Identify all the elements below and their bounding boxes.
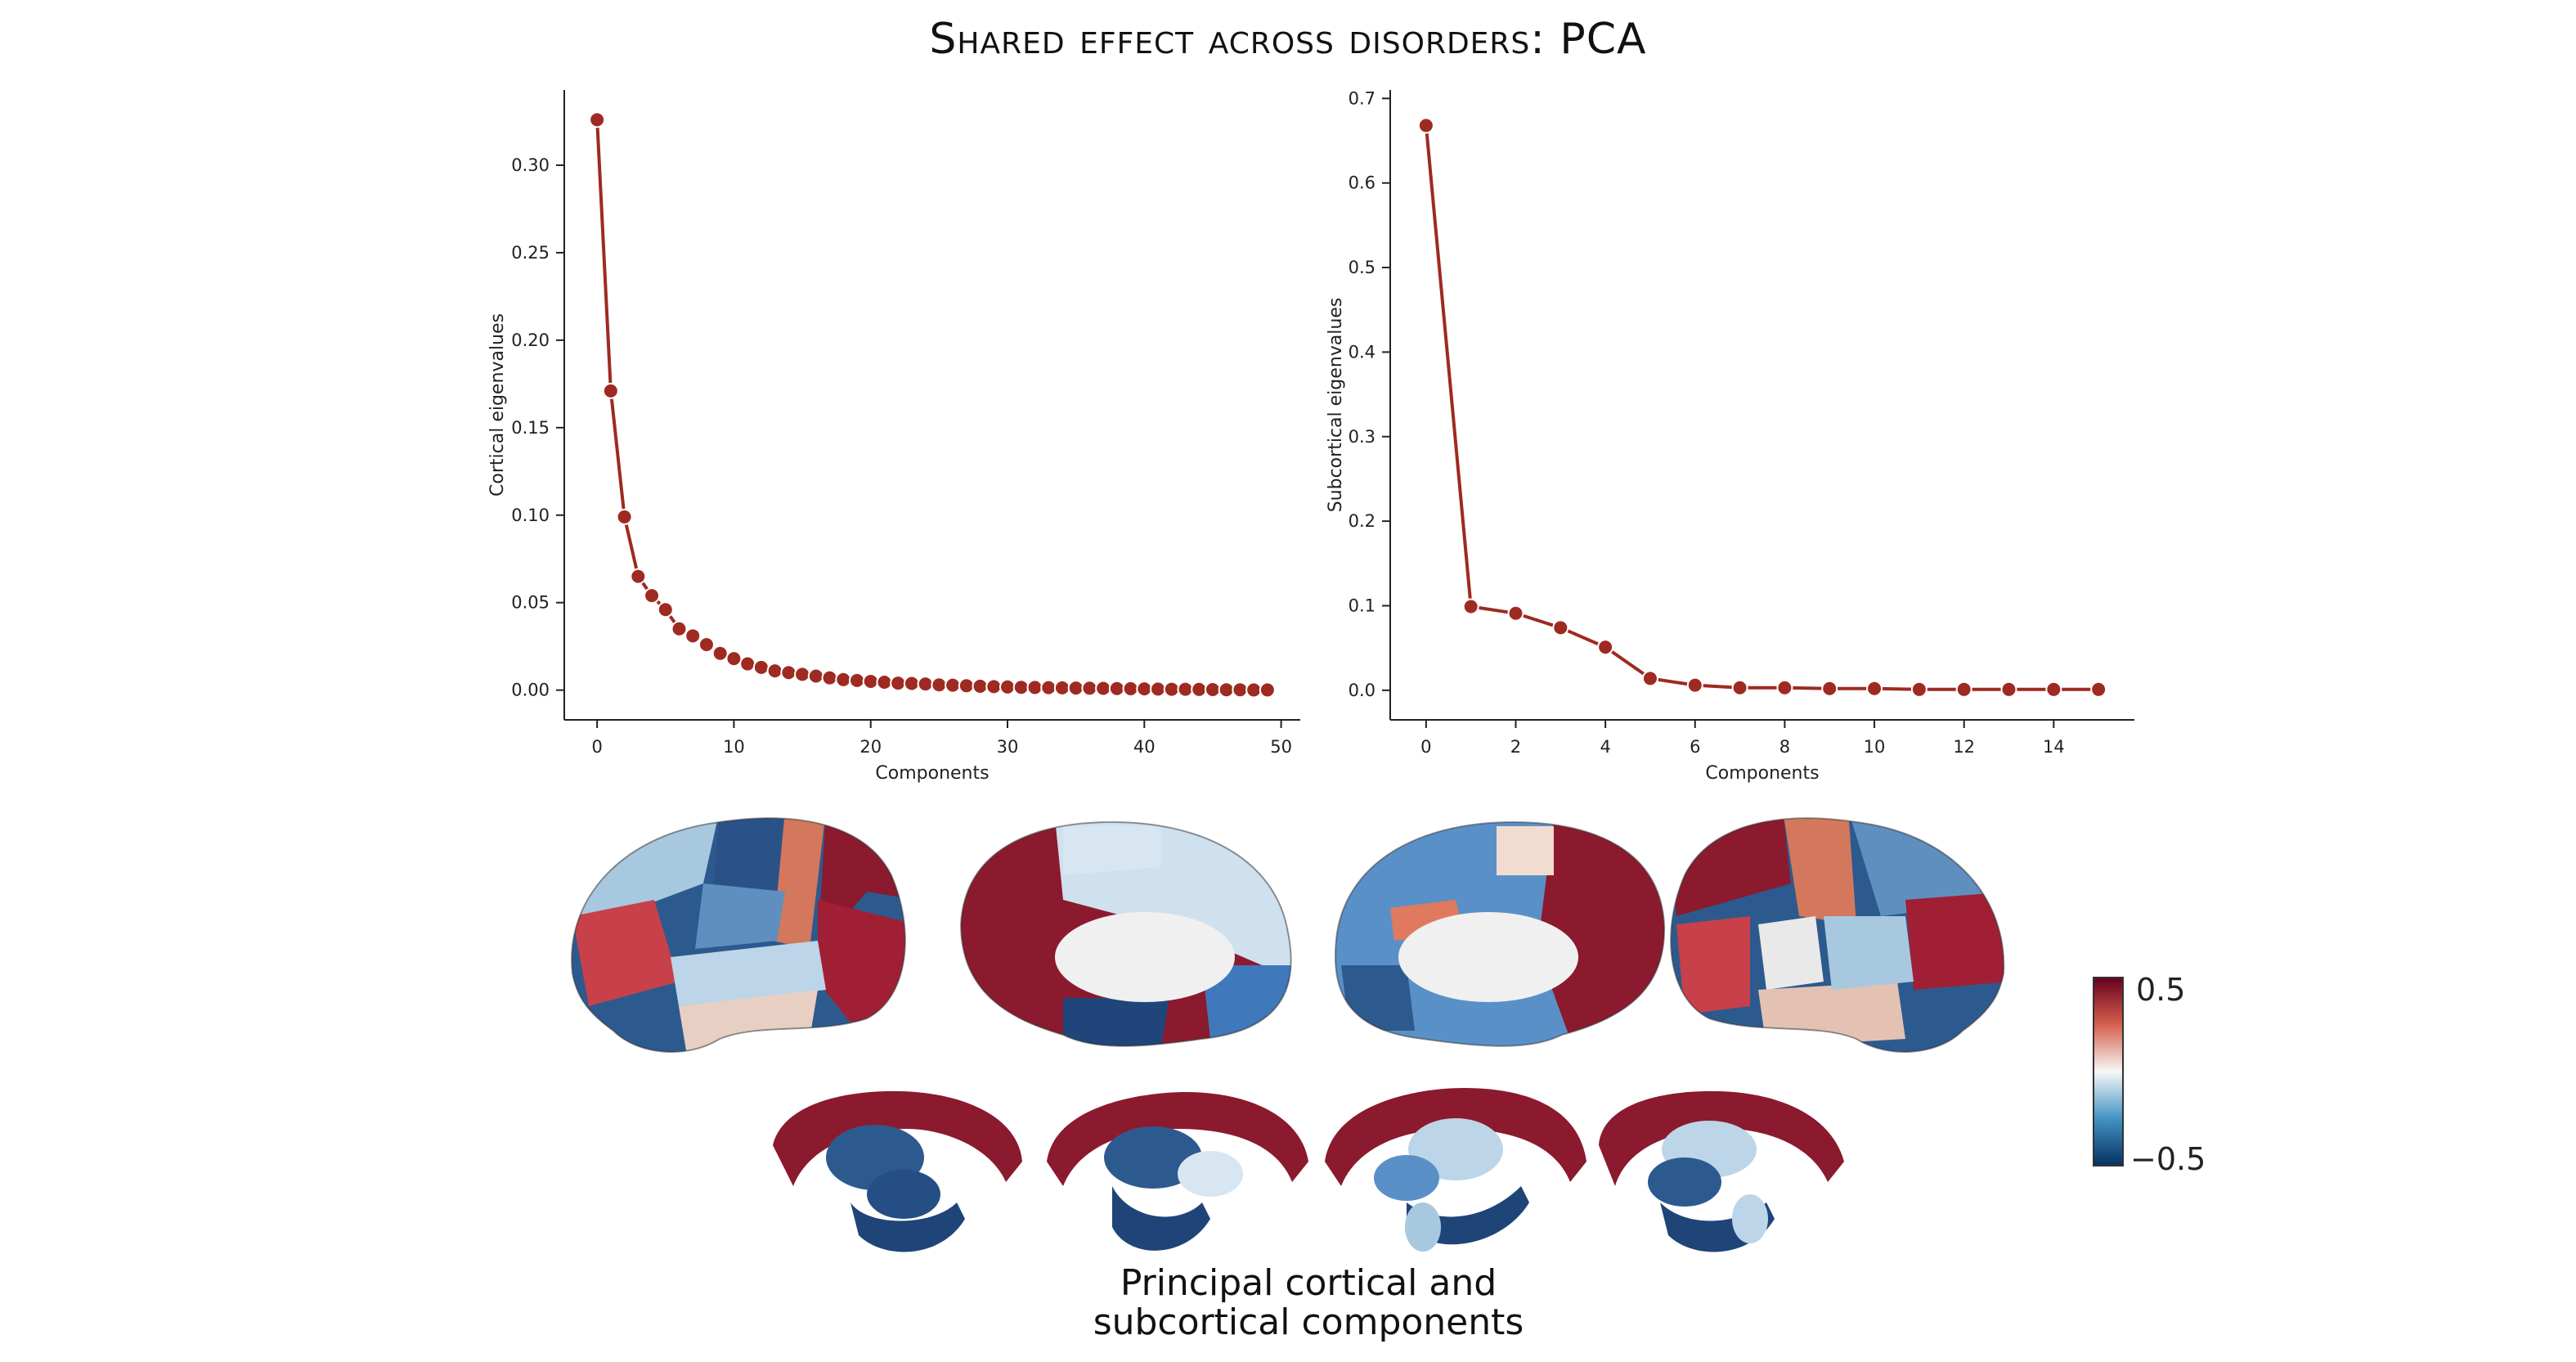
caption-line-2: subcortical components — [1093, 1301, 1524, 1343]
left-lateral-cortex — [572, 818, 905, 1053]
colorbar — [2093, 977, 2124, 1166]
colorbar-max-label: 0.5 — [2136, 972, 2186, 1008]
figure-caption: Principal cortical and subcortical compo… — [900, 1264, 1717, 1342]
subcortical-view-3 — [1325, 1088, 1586, 1252]
right-lateral-cortex — [1671, 818, 2004, 1053]
subcortical-view-4 — [1599, 1090, 1844, 1252]
caption-line-1: Principal cortical and — [1120, 1262, 1497, 1304]
subcortical-view-1 — [773, 1090, 1022, 1252]
left-medial-cortex — [961, 822, 1291, 1046]
right-medial-cortex — [1335, 822, 1665, 1046]
figure-title: Shared effect across disorders: PCA — [929, 15, 1647, 64]
colorbar-min-label: −0.5 — [2130, 1141, 2206, 1177]
subcortical-view-2 — [1047, 1092, 1308, 1251]
